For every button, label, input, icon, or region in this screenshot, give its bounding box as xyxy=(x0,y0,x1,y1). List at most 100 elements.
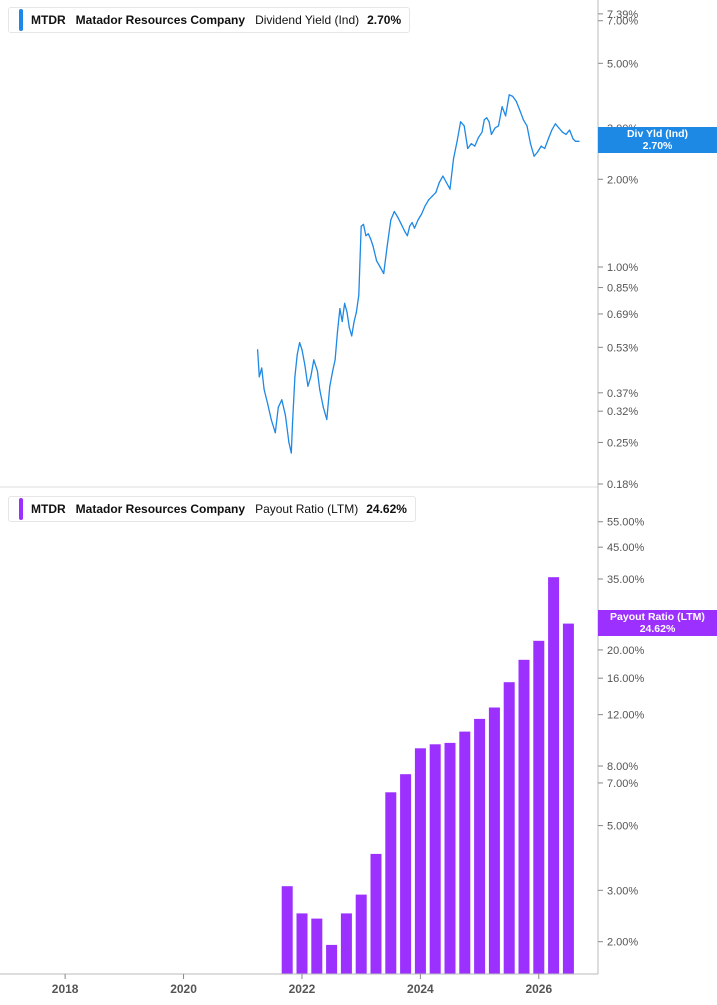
dividend-yield-point xyxy=(400,223,402,225)
dividend-yield-point xyxy=(362,223,365,225)
legend-metric: Payout Ratio (LTM) xyxy=(255,502,359,516)
dividend-yield-point xyxy=(483,119,485,121)
dividend-yield-point xyxy=(355,311,357,313)
payout-ratio-bar xyxy=(444,742,456,974)
dividend-yield-point xyxy=(346,311,348,313)
dividend-yield-point xyxy=(463,125,465,127)
dividend-yield-point xyxy=(544,147,546,150)
y-tick-label: 0.85% xyxy=(607,283,638,295)
y-tick-label: 1.00% xyxy=(607,262,638,274)
payout-ratio-bar xyxy=(385,792,397,974)
dividend-yield-point xyxy=(519,109,521,111)
tag-value: 2.70% xyxy=(642,140,673,153)
dividend-yield-point xyxy=(488,121,490,123)
payout-ratio-bar xyxy=(548,577,560,974)
dividend-yield-point xyxy=(383,272,385,275)
x-tick-label: 2026 xyxy=(525,982,552,996)
legend-ticker: MTDR xyxy=(31,13,66,27)
tag-label: Div Yld (Ind) xyxy=(626,128,689,141)
x-tick-label: 2018 xyxy=(52,982,79,996)
dividend-yield-point xyxy=(267,402,269,405)
dividend-yield-point xyxy=(515,100,517,102)
dividend-yield-point xyxy=(551,129,553,131)
dividend-yield-point xyxy=(474,145,476,147)
dividend-yield-point xyxy=(393,210,395,213)
dividend-yield-point xyxy=(477,137,479,139)
dividend-yield-point xyxy=(561,131,564,133)
dividend-yield-point xyxy=(376,260,378,262)
dividend-yield-point xyxy=(494,127,496,129)
legend-company: Matador Resources Company xyxy=(75,502,246,516)
payout-ratio-bar xyxy=(311,918,323,974)
y-tick-label: 7.00% xyxy=(607,16,638,28)
dividend-yield-point xyxy=(558,127,560,129)
dividend-yield-point xyxy=(438,181,440,184)
x-tick-label: 2022 xyxy=(289,982,316,996)
series-color-swatch xyxy=(19,9,23,31)
dividend-yield-point xyxy=(274,432,276,434)
dividend-yield-point xyxy=(490,133,492,135)
dividend-yield-point xyxy=(284,414,286,416)
payout-ratio-bar xyxy=(459,731,471,974)
x-tick-label: 2024 xyxy=(407,982,434,996)
dividend-yield-point xyxy=(449,188,451,190)
payout-ratio-panel xyxy=(281,577,574,974)
payout-ratio-bar xyxy=(503,682,515,974)
dividend-yield-point xyxy=(281,399,283,401)
y-tick-label: 5.00% xyxy=(607,821,638,833)
dividend-yield-point xyxy=(344,302,346,304)
dividend-yield-point xyxy=(365,235,367,237)
dividend-yield-point xyxy=(319,388,321,390)
dividend-yield-point xyxy=(540,145,542,147)
legend-metric: Dividend Yield (Ind) xyxy=(255,13,360,27)
dividend-yield-point xyxy=(296,354,298,356)
dividend-yield-point xyxy=(512,95,514,97)
dividend-yield-panel xyxy=(256,94,580,454)
dividend-yield-point xyxy=(445,181,447,184)
y-tick-label: 3.00% xyxy=(607,885,638,897)
dividend-yield-point xyxy=(497,125,500,127)
dividend-yield-point xyxy=(358,294,360,296)
dividend-yield-point xyxy=(294,376,296,378)
dividend-yield-point xyxy=(406,235,408,237)
dividend-yield-point xyxy=(452,158,455,160)
dividend-yield-point xyxy=(301,349,303,351)
dividend-yield-point xyxy=(334,359,336,361)
payout-ratio-bar xyxy=(518,659,530,974)
dividend-yield-point xyxy=(574,140,577,142)
dividend-yield-point xyxy=(505,115,507,117)
dividend-yield-point xyxy=(431,195,433,197)
legend-value: 2.70% xyxy=(367,13,402,27)
dividend-yield-point xyxy=(397,216,399,218)
y-tick-label: 2.00% xyxy=(607,174,638,186)
y-tick-label: 0.37% xyxy=(607,388,638,400)
dividend-yield-point xyxy=(522,119,525,121)
dividend-yield-point xyxy=(360,225,362,227)
y-tick-label: 8.00% xyxy=(607,761,638,773)
dividend-yield-point xyxy=(578,140,580,142)
y-tick-label: 55.00% xyxy=(607,517,645,529)
dividend-yield-point xyxy=(348,326,350,329)
dividend-yield-point xyxy=(353,320,355,323)
dividend-yield-point xyxy=(404,231,406,233)
dividend-yield-point xyxy=(310,376,312,378)
tag-value: 24.62% xyxy=(639,622,676,635)
payout-ratio-bar xyxy=(355,894,367,974)
dividend-yield-point xyxy=(288,441,290,443)
tag-label: Payout Ratio (LTM) xyxy=(610,610,705,623)
dividend-yield-point xyxy=(533,155,535,157)
y-tick-label: 7.39% xyxy=(607,9,638,21)
dividend-yield-point xyxy=(470,143,472,145)
dividend-yield-point xyxy=(351,335,353,337)
dividend-yield-point xyxy=(339,308,341,310)
payout-ratio-bar xyxy=(474,718,486,974)
dividend-yield-point xyxy=(526,125,528,127)
dividend-yield-point xyxy=(316,370,318,372)
dividend-yield-point xyxy=(386,245,388,247)
y-tick-label: 0.18% xyxy=(607,479,638,491)
y-tick-label: 2.00% xyxy=(607,937,638,949)
dividend-yield-point xyxy=(261,367,263,369)
dividend-yield-line xyxy=(256,94,580,454)
dividend-yield-point xyxy=(565,133,567,135)
